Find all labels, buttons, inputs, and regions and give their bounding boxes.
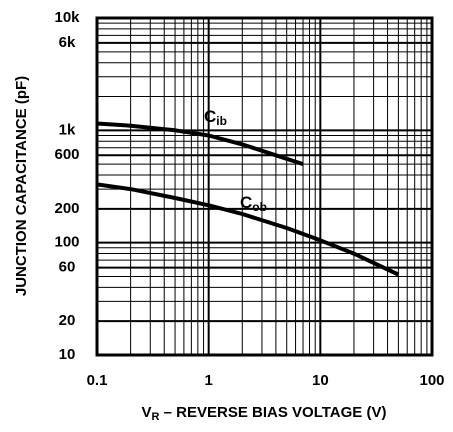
series-line bbox=[96, 121, 304, 167]
y-tick-label: 1k bbox=[59, 121, 76, 138]
plot-border bbox=[95, 16, 434, 357]
y-tick-label: 200 bbox=[54, 200, 79, 217]
y-tick-label: 100 bbox=[54, 234, 79, 251]
series-label-sub: ob bbox=[252, 200, 267, 214]
y-tick-label: 20 bbox=[59, 312, 76, 329]
y-tick-label: 6k bbox=[59, 34, 76, 51]
x-tick-label: 10 bbox=[312, 372, 329, 389]
y-tick-label: 60 bbox=[59, 259, 76, 276]
series-label-main: C bbox=[204, 107, 216, 126]
x-axis-label: VR – REVERSE BIAS VOLTAGE (V) bbox=[142, 404, 387, 423]
series-label: Cob bbox=[240, 193, 267, 214]
y-tick-label: 10k bbox=[54, 9, 80, 26]
x-tick-label: 1 bbox=[204, 372, 212, 389]
series-label-sub: ib bbox=[216, 114, 227, 128]
series-line bbox=[96, 182, 400, 277]
y-tick-label: 600 bbox=[54, 146, 79, 163]
series-label: Cib bbox=[204, 107, 227, 128]
x-tick-label: 100 bbox=[419, 372, 444, 389]
y-axis-label: JUNCTION CAPACITANCE (pF) bbox=[13, 76, 30, 296]
x-tick-label: 0.1 bbox=[87, 372, 108, 389]
y-tick-label: 10 bbox=[59, 346, 76, 363]
series-label-main: C bbox=[240, 193, 252, 212]
